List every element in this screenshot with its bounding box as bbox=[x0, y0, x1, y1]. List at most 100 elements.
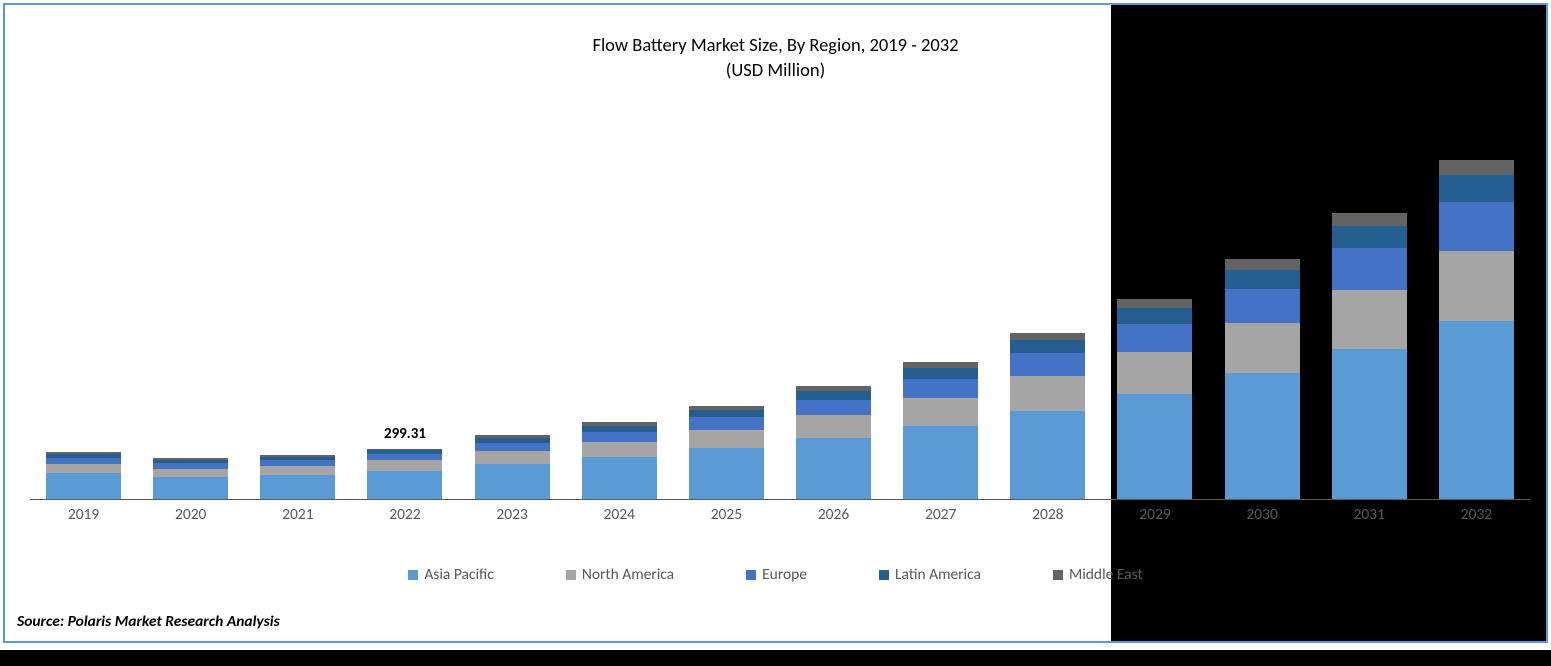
bar-2028 bbox=[1010, 333, 1085, 500]
legend-item: Europe bbox=[746, 565, 807, 584]
bar-segment bbox=[903, 398, 978, 426]
bar-segment bbox=[46, 464, 121, 473]
bar-segment bbox=[796, 391, 871, 400]
bar-segment bbox=[1117, 394, 1192, 500]
bar-2024 bbox=[582, 422, 657, 500]
bar-2020 bbox=[153, 458, 228, 500]
legend-label: Europe bbox=[762, 565, 807, 584]
bar-segment bbox=[1010, 411, 1085, 500]
bar-segment bbox=[1225, 373, 1300, 500]
x-axis-label: 2021 bbox=[260, 505, 335, 524]
bar-segment bbox=[582, 457, 657, 500]
bar-segment bbox=[475, 464, 550, 500]
title-line-1: Flow Battery Market Size, By Region, 201… bbox=[5, 33, 1546, 58]
bars-wrap: 299.31 bbox=[30, 105, 1530, 500]
bar-segment bbox=[903, 426, 978, 500]
bar-segment bbox=[796, 438, 871, 500]
bar-segment bbox=[1439, 251, 1514, 321]
bar-segment bbox=[903, 379, 978, 398]
x-axis-labels: 2019 2020 2021 2022 2023 2024 2025 2026 2027 2028… bbox=[30, 505, 1530, 524]
bar-2022: 299.31 bbox=[367, 449, 442, 500]
x-axis-label: 2031 bbox=[1332, 505, 1407, 524]
bar-2019 bbox=[46, 452, 121, 500]
bottom-black-strip bbox=[0, 650, 1551, 666]
bar-segment bbox=[260, 466, 335, 475]
data-label: 299.31 bbox=[384, 425, 426, 443]
bar-segment bbox=[903, 368, 978, 379]
legend-swatch bbox=[746, 570, 756, 580]
bar-segment bbox=[689, 410, 764, 417]
bar-segment bbox=[1332, 349, 1407, 500]
bar-2023 bbox=[475, 435, 550, 500]
bar-segment bbox=[582, 442, 657, 457]
x-axis-label: 2019 bbox=[46, 505, 121, 524]
legend-swatch bbox=[1053, 570, 1063, 580]
bar-segment bbox=[796, 400, 871, 415]
legend-item: North America bbox=[566, 565, 674, 584]
bar-segment bbox=[1010, 353, 1085, 376]
bar-2030 bbox=[1225, 259, 1300, 500]
bar-segment bbox=[1010, 333, 1085, 341]
bar-segment bbox=[1332, 290, 1407, 349]
bar-segment bbox=[1439, 202, 1514, 251]
x-axis-label: 2022 bbox=[367, 505, 442, 524]
bar-segment bbox=[1332, 213, 1407, 226]
bar-segment bbox=[1117, 299, 1192, 308]
legend-item: Latin America bbox=[879, 565, 981, 584]
bar-2026 bbox=[796, 386, 871, 501]
x-axis-label: 2020 bbox=[153, 505, 228, 524]
bar-segment bbox=[1332, 226, 1407, 248]
bar-2029 bbox=[1117, 299, 1192, 500]
bar-segment bbox=[1010, 340, 1085, 353]
x-axis-label: 2028 bbox=[1010, 505, 1085, 524]
x-axis-label: 2030 bbox=[1225, 505, 1300, 524]
bar-2032 bbox=[1439, 160, 1514, 500]
x-axis-label: 2029 bbox=[1117, 505, 1192, 524]
legend-swatch bbox=[566, 570, 576, 580]
legend-label: Middle East bbox=[1069, 565, 1143, 584]
bar-segment bbox=[1225, 259, 1300, 270]
bar-segment bbox=[1225, 270, 1300, 289]
bar-2025 bbox=[689, 406, 764, 500]
title-line-2: (USD Million) bbox=[5, 58, 1546, 83]
bar-2031 bbox=[1332, 213, 1407, 500]
legend-label: North America bbox=[582, 565, 674, 584]
bar-segment bbox=[367, 460, 442, 471]
bar-segment bbox=[1117, 324, 1192, 352]
bar-segment bbox=[153, 469, 228, 477]
bar-segment bbox=[796, 415, 871, 438]
bar-segment bbox=[260, 475, 335, 500]
x-axis-label: 2026 bbox=[796, 505, 871, 524]
bar-segment bbox=[1225, 323, 1300, 373]
chart-container: Flow Battery Market Size, By Region, 201… bbox=[3, 3, 1548, 643]
bar-segment bbox=[1117, 352, 1192, 393]
chart-title: Flow Battery Market Size, By Region, 201… bbox=[5, 33, 1546, 83]
legend-swatch bbox=[879, 570, 889, 580]
source-text: Source: Polaris Market Research Analysis bbox=[17, 612, 280, 631]
bar-2027 bbox=[903, 362, 978, 500]
bar-segment bbox=[689, 430, 764, 449]
legend-item: Middle East bbox=[1053, 565, 1143, 584]
bar-segment bbox=[1010, 376, 1085, 410]
bar-segment bbox=[475, 451, 550, 464]
bar-segment bbox=[689, 417, 764, 429]
legend-item: Asia Pacific bbox=[408, 565, 494, 584]
bar-segment bbox=[1117, 308, 1192, 324]
bar-segment bbox=[1439, 321, 1514, 500]
bar-segment bbox=[1225, 289, 1300, 323]
x-axis-label: 2032 bbox=[1439, 505, 1514, 524]
x-axis-label: 2023 bbox=[475, 505, 550, 524]
x-axis-label: 2027 bbox=[903, 505, 978, 524]
legend: Asia Pacific North America Europe Latin Ame… bbox=[5, 565, 1546, 584]
x-axis-label: 2025 bbox=[689, 505, 764, 524]
bar-segment bbox=[689, 448, 764, 500]
bar-segment bbox=[367, 471, 442, 500]
legend-swatch bbox=[408, 570, 418, 580]
legend-label: Latin America bbox=[895, 565, 981, 584]
bar-segment bbox=[1439, 160, 1514, 175]
plot-area: 299.31 bbox=[30, 105, 1530, 500]
bar-segment bbox=[1332, 248, 1407, 289]
x-axis-label: 2024 bbox=[582, 505, 657, 524]
bar-segment bbox=[46, 473, 121, 500]
x-axis-line bbox=[30, 499, 1530, 500]
